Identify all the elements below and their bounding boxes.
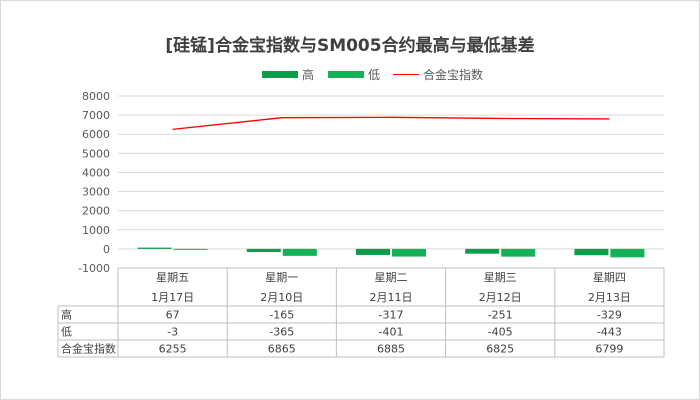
data-label: -251 bbox=[488, 309, 513, 322]
table-row-label: 低 bbox=[61, 326, 72, 339]
x-category-date: 2月11日 bbox=[370, 291, 413, 304]
legend-swatch-high bbox=[262, 71, 298, 78]
y-tick-label: 1000 bbox=[82, 224, 110, 237]
legend-label-index: 合金宝指数 bbox=[423, 68, 484, 82]
data-label: 67 bbox=[166, 309, 180, 322]
y-tick-label: 7000 bbox=[82, 109, 110, 122]
x-category-weekday: 星期三 bbox=[484, 271, 517, 284]
data-label: 6255 bbox=[159, 343, 187, 356]
data-label: -405 bbox=[488, 326, 513, 339]
chart-legend: 高 低 合金宝指数 bbox=[0, 66, 700, 84]
x-category-date: 1月17日 bbox=[151, 291, 194, 304]
y-tick-label: -1000 bbox=[78, 262, 110, 275]
bar-low bbox=[610, 248, 645, 258]
x-category-date: 2月13日 bbox=[588, 291, 631, 304]
y-tick-label: 8000 bbox=[82, 90, 110, 103]
data-label: 6799 bbox=[595, 343, 623, 356]
y-tick-label: 3000 bbox=[82, 186, 110, 199]
bar-low bbox=[173, 248, 208, 250]
y-tick-label: 0 bbox=[103, 243, 110, 256]
bar-low bbox=[501, 248, 536, 257]
data-label: -401 bbox=[379, 326, 404, 339]
x-category-weekday: 星期一 bbox=[265, 271, 298, 284]
table-row-label: 合金宝指数 bbox=[61, 342, 116, 356]
data-label: -365 bbox=[269, 326, 294, 339]
legend-label-low: 低 bbox=[368, 68, 381, 82]
x-category-weekday: 星期二 bbox=[375, 271, 408, 284]
data-label: 6865 bbox=[268, 343, 296, 356]
legend-label-high: 高 bbox=[302, 68, 315, 82]
bar-high bbox=[356, 248, 390, 255]
x-category-weekday: 星期四 bbox=[593, 271, 626, 284]
chart-title: [硅锰]合金宝指数与SM005合约最高与最低基差 bbox=[165, 36, 535, 56]
legend-item-low: 低 bbox=[328, 66, 380, 83]
data-label: -165 bbox=[269, 309, 294, 322]
bar-low bbox=[282, 248, 317, 256]
table-row-label: 高 bbox=[61, 308, 72, 322]
legend-swatch-index bbox=[393, 74, 419, 75]
x-category-weekday: 星期五 bbox=[156, 271, 189, 284]
data-label: -3 bbox=[167, 326, 178, 339]
legend-swatch-low bbox=[328, 71, 364, 78]
legend-item-high: 高 bbox=[262, 66, 314, 83]
y-tick-label: 4000 bbox=[82, 166, 110, 179]
x-category-date: 2月10日 bbox=[260, 291, 303, 304]
y-tick-label: 6000 bbox=[82, 128, 110, 141]
x-category-date: 2月12日 bbox=[479, 291, 522, 304]
data-label: -329 bbox=[597, 309, 622, 322]
bar-low bbox=[392, 248, 426, 257]
data-label: -443 bbox=[597, 326, 622, 339]
line-index bbox=[172, 116, 610, 130]
y-tick-label: 5000 bbox=[82, 147, 110, 160]
bar-high bbox=[574, 248, 609, 256]
data-label: -317 bbox=[379, 309, 404, 322]
bar-high bbox=[465, 248, 500, 254]
y-tick-label: 2000 bbox=[82, 205, 110, 218]
legend-item-index: 合金宝指数 bbox=[393, 66, 483, 83]
bar-high bbox=[246, 248, 281, 253]
data-label: 6885 bbox=[377, 343, 405, 356]
data-label: 6825 bbox=[486, 343, 514, 356]
bar-high bbox=[137, 247, 172, 249]
